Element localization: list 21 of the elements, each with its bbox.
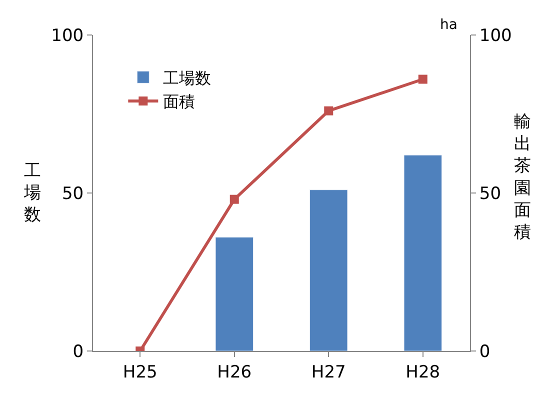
point	[418, 74, 428, 84]
y2-tick-label: 100	[479, 26, 512, 46]
text: ha	[440, 17, 458, 33]
y2-axis-title: 輸出茶園面積	[514, 112, 531, 242]
y-tick-label: 100	[51, 26, 84, 46]
y2-tick-label: 50	[479, 184, 502, 204]
y-tick-label: 50	[62, 184, 84, 204]
x-tick-label: H26	[217, 362, 252, 382]
y-tick-label: 0	[72, 342, 84, 362]
legend-label: 工場数	[163, 68, 212, 88]
bar	[215, 236, 254, 351]
point	[324, 106, 334, 116]
point	[230, 194, 239, 204]
bar	[310, 190, 348, 351]
x-tick-label: H25	[122, 362, 158, 382]
legend-label: 面積	[163, 92, 196, 112]
bar	[404, 154, 442, 351]
x-tick-label: H28	[406, 362, 440, 382]
y2-tick-label: 0	[479, 342, 490, 362]
x-tick-label: H27	[311, 362, 346, 382]
y-axis-title: 工場数	[23, 161, 41, 226]
